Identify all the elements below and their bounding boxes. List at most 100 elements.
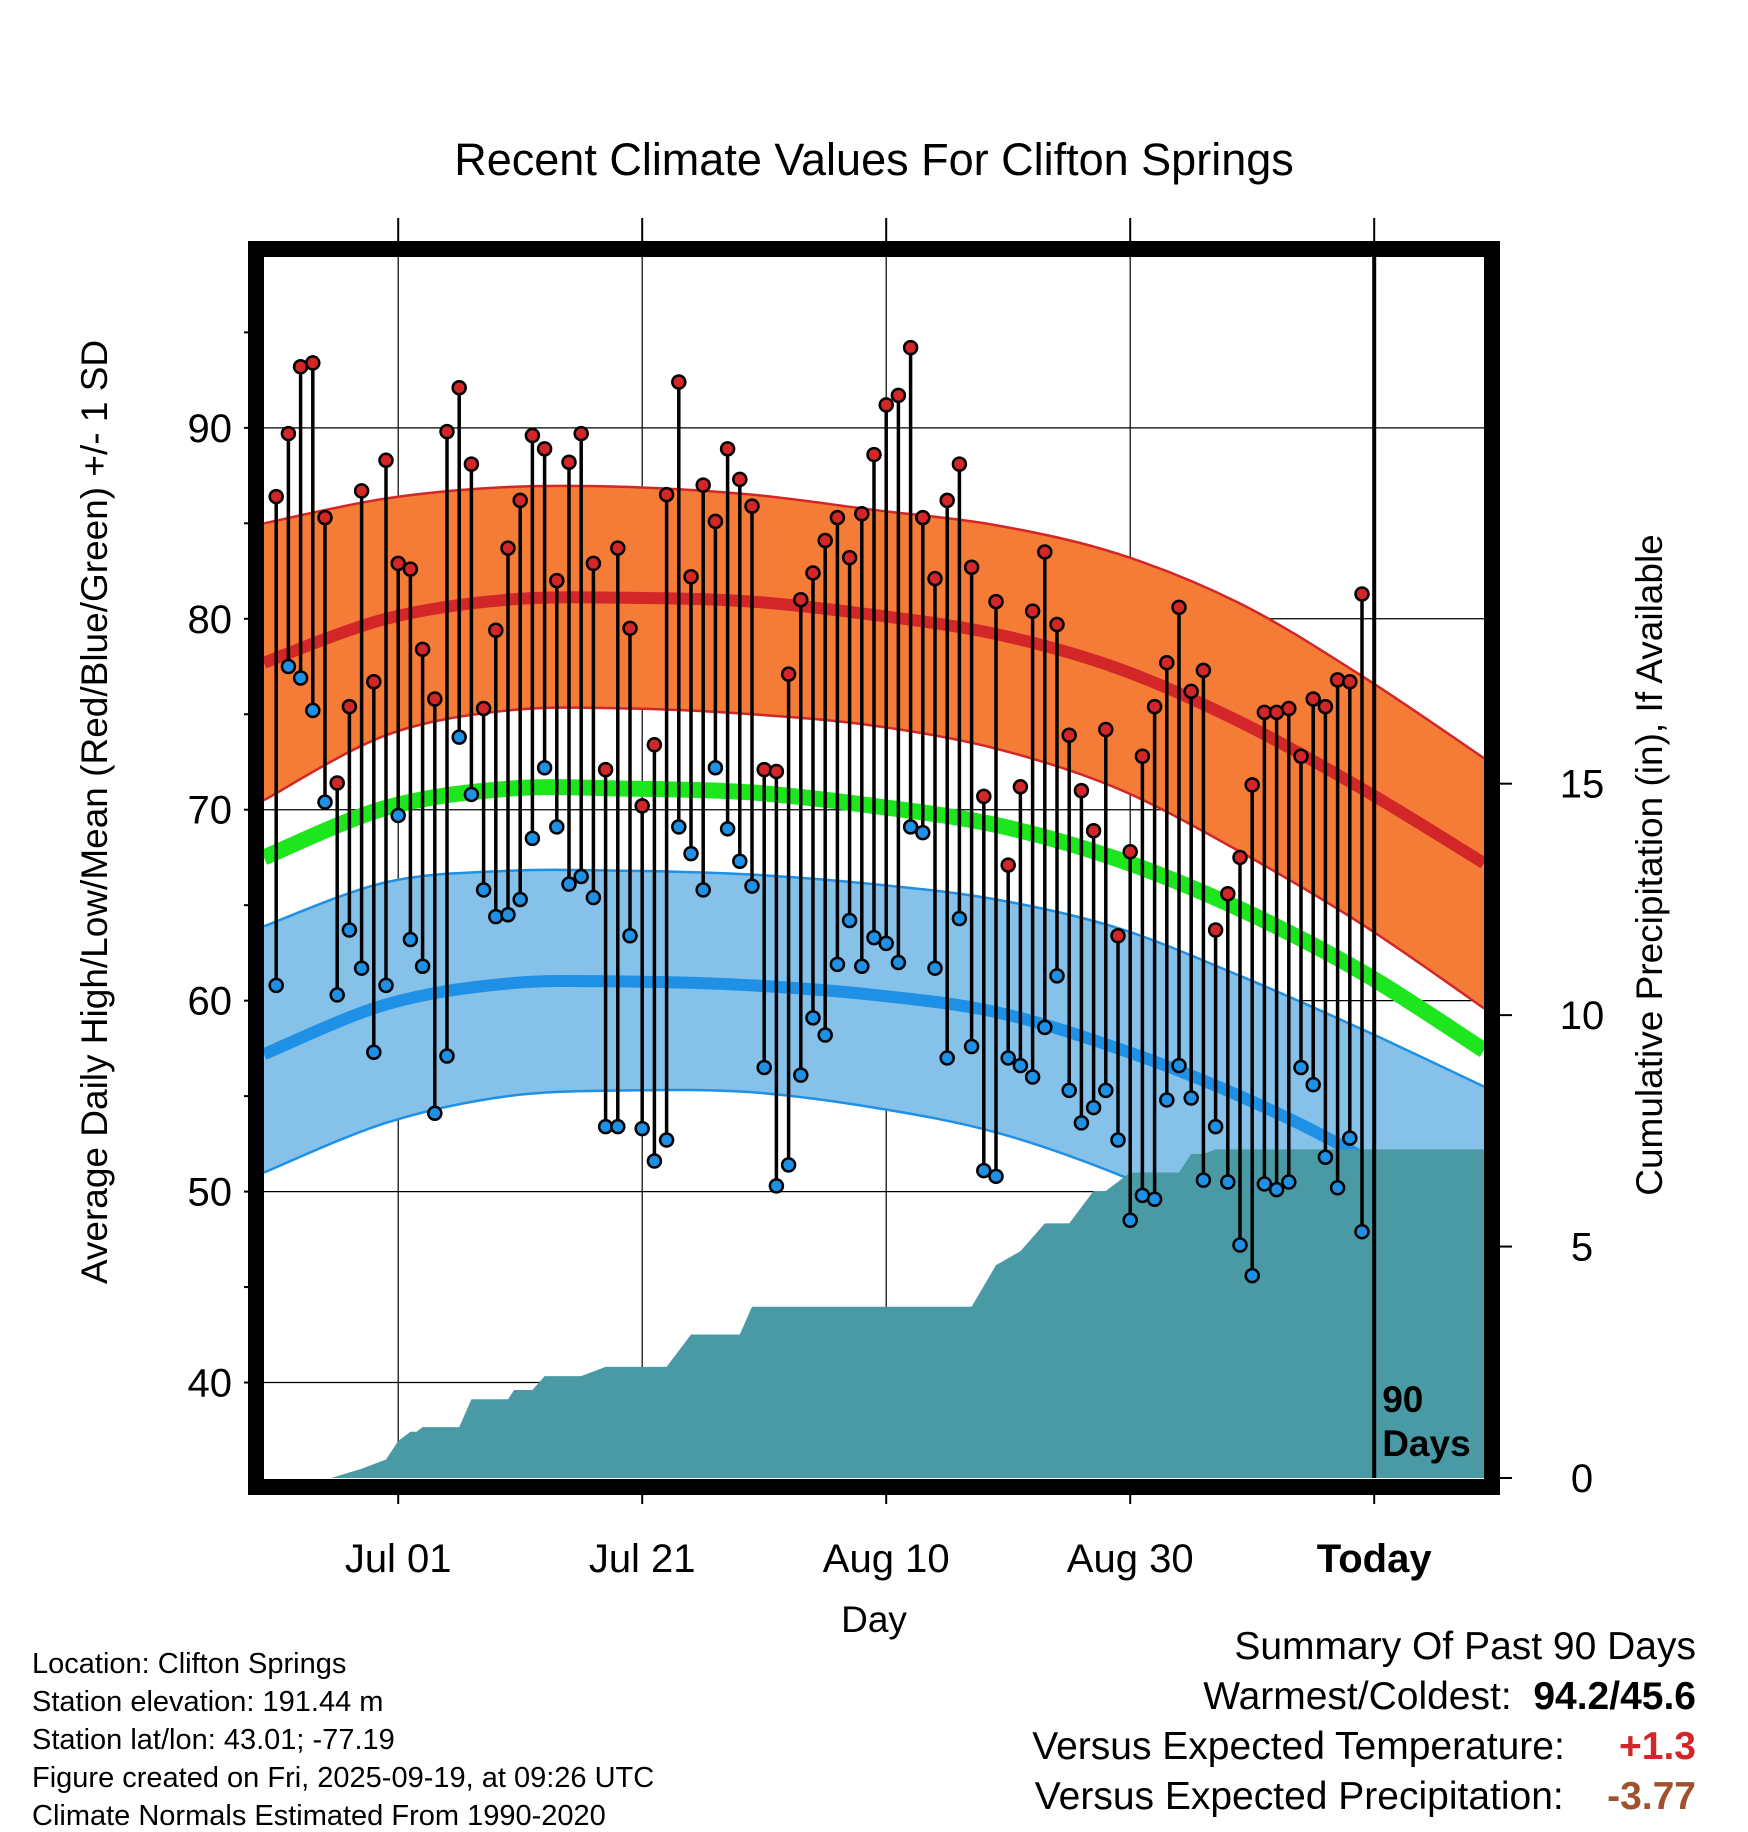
footer-created: Figure created on Fri, 2025-09-19, at 09…	[32, 1762, 655, 1794]
high-point	[488, 622, 504, 638]
y-tick-label: 70	[188, 789, 233, 833]
high-point	[805, 565, 821, 581]
today-days-word: Days	[1382, 1423, 1470, 1464]
y-tick-label: 80	[188, 598, 233, 642]
low-point	[817, 1027, 833, 1043]
high-point	[1244, 777, 1260, 793]
low-point	[707, 759, 724, 776]
high-point	[536, 441, 553, 457]
high-point	[402, 561, 419, 577]
low-point	[1098, 1082, 1114, 1099]
low-point	[1293, 1059, 1309, 1076]
low-point	[915, 824, 931, 841]
high-point	[1232, 849, 1248, 866]
high-point	[280, 425, 297, 442]
high-point	[683, 569, 699, 585]
high-point	[707, 513, 724, 530]
high-point	[695, 477, 711, 493]
high-point	[366, 674, 382, 690]
y-tick-label: 60	[188, 980, 233, 1024]
high-point	[451, 379, 467, 396]
high-point	[1037, 544, 1053, 560]
low-point	[451, 729, 467, 745]
y-axis-label: Average Daily High/Low/Mean (Red/Blue/Gr…	[74, 340, 115, 1284]
footer-normals: Climate Normals Estimated From 1990-2020	[32, 1800, 606, 1832]
low-point	[390, 807, 406, 824]
low-point	[683, 845, 699, 862]
low-point	[536, 759, 553, 776]
low-point	[902, 819, 919, 835]
high-point	[1061, 727, 1077, 744]
high-point	[1134, 748, 1151, 765]
high-point	[622, 620, 638, 637]
low-point	[317, 794, 333, 810]
low-point	[1000, 1050, 1016, 1066]
low-point	[414, 958, 431, 975]
high-point	[890, 387, 907, 404]
high-point	[817, 532, 833, 549]
low-point	[500, 906, 516, 923]
y2-tick-label: 0	[1571, 1457, 1593, 1501]
low-point	[378, 977, 394, 994]
low-point	[805, 1010, 821, 1026]
footer-location: Location: Clifton Springs	[32, 1648, 347, 1680]
low-point	[988, 1168, 1004, 1185]
low-point	[402, 931, 419, 948]
high-point	[1110, 927, 1126, 944]
high-point	[427, 691, 443, 707]
x-tick-label: Jul 01	[345, 1537, 452, 1581]
x-tick-label: Jul 21	[589, 1537, 696, 1581]
high-point	[1281, 700, 1297, 717]
high-point	[390, 555, 406, 572]
low-point	[1317, 1149, 1334, 1165]
low-point	[1012, 1057, 1029, 1074]
low-point	[366, 1044, 382, 1060]
high-point	[378, 452, 394, 469]
high-point	[719, 441, 736, 457]
high-point	[573, 425, 589, 442]
low-point	[671, 819, 687, 835]
low-point	[1171, 1057, 1187, 1074]
axes: 40 50 60 70 80 90 0 5 10 15 Jul 01 Jul 21 Aug 10 Aug …	[188, 218, 1604, 1581]
low-point	[1342, 1130, 1358, 1146]
high-point	[1342, 674, 1358, 690]
low-point	[1110, 1132, 1126, 1148]
high-point	[854, 506, 870, 522]
low-point	[1281, 1174, 1297, 1190]
high-point	[561, 454, 577, 470]
low-point	[854, 958, 870, 975]
today-days-number: 90	[1382, 1379, 1423, 1420]
low-point	[439, 1048, 455, 1064]
high-point	[1220, 885, 1236, 902]
low-point	[780, 1157, 797, 1173]
low-point	[1207, 1118, 1224, 1135]
high-point	[1024, 603, 1041, 619]
high-point	[1183, 683, 1199, 700]
high-point	[1159, 654, 1175, 671]
high-point	[439, 423, 455, 440]
low-point	[1256, 1176, 1273, 1192]
y2-tick-label: 5	[1571, 1226, 1593, 1270]
high-point	[658, 486, 675, 503]
high-point	[1073, 782, 1090, 799]
daily-marks	[268, 339, 1370, 1284]
high-point	[1305, 691, 1321, 707]
low-point	[1061, 1082, 1077, 1099]
low-point	[1146, 1191, 1163, 1207]
high-point	[927, 570, 943, 587]
low-point	[488, 908, 504, 925]
high-point	[634, 798, 650, 814]
high-point	[524, 427, 541, 444]
low-point	[976, 1162, 992, 1179]
high-point	[549, 572, 565, 589]
high-point	[780, 666, 797, 682]
high-point	[963, 559, 980, 575]
y-tick-label: 40	[188, 1362, 233, 1406]
high-point	[732, 471, 748, 488]
low-point	[573, 868, 589, 885]
high-point	[768, 763, 785, 780]
low-point	[1244, 1267, 1260, 1284]
summary-precipitation: Versus Expected Precipitation: -3.77	[1035, 1775, 1696, 1819]
low-point	[793, 1067, 809, 1083]
